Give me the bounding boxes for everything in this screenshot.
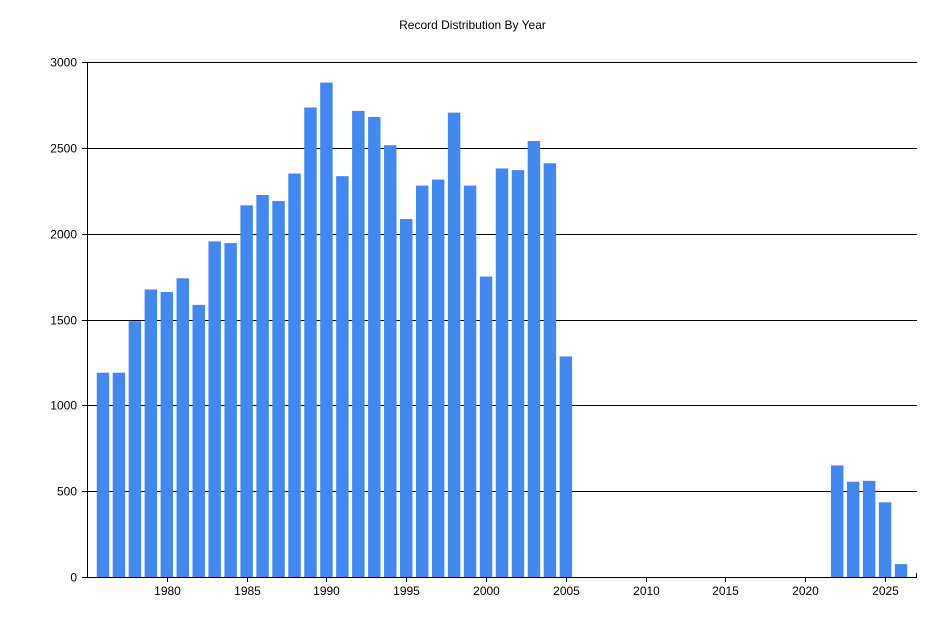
bar-1977: [112, 372, 126, 577]
bar-2022: [830, 465, 844, 577]
bar-1994: [384, 145, 397, 577]
y-tick-label: 3000: [50, 56, 77, 70]
y-tick-label: 0: [70, 571, 77, 585]
bar-2023: [846, 481, 860, 577]
tick-labels: 0 500 1000 1500 2000 2500 3000 1980 1985 1990 1995…: [50, 56, 899, 599]
x-tick-label: 2005: [553, 584, 580, 598]
x-tick-label: 2015: [712, 584, 739, 598]
bar-1992: [352, 110, 365, 578]
bar-1997: [431, 179, 445, 577]
bars: [96, 82, 908, 578]
x-tick-label: 2025: [872, 584, 899, 598]
bar-2026: [894, 564, 908, 578]
bar-2002: [511, 170, 525, 577]
axes: [82, 62, 917, 582]
x-tick-label: 1985: [234, 584, 261, 598]
y-tick-label: 1000: [50, 399, 77, 413]
bar-1995: [400, 219, 413, 577]
bar-1986: [256, 195, 269, 578]
x-tick-label: 1980: [154, 584, 181, 598]
bar-1989: [304, 107, 317, 578]
bar-1990: [320, 82, 333, 577]
bar-1993: [368, 116, 381, 578]
bar-1987: [272, 201, 285, 578]
x-tick-label: 1990: [313, 584, 340, 598]
bar-1988: [288, 173, 301, 577]
bar-2005: [559, 356, 573, 577]
bar-1998: [447, 112, 461, 577]
x-tick-label: 2000: [473, 584, 500, 598]
bar-1999: [463, 185, 477, 577]
bar-1984: [224, 243, 237, 578]
bar-1985: [240, 205, 253, 577]
x-tick-label: 2020: [792, 584, 819, 598]
bar-1980: [160, 292, 174, 577]
bar-2025: [878, 502, 892, 577]
bar-1983: [208, 241, 221, 577]
y-tick-label: 500: [57, 485, 77, 499]
bar-1996: [415, 185, 429, 577]
bar-2003: [527, 140, 541, 577]
bar-2004: [543, 163, 557, 577]
bar-2000: [479, 276, 493, 577]
bar-2001: [495, 168, 509, 577]
x-tick-label: 1995: [393, 584, 420, 598]
y-tick-label: 1500: [50, 314, 77, 328]
bar-2024: [862, 480, 876, 577]
x-tick-label: 2010: [633, 584, 660, 598]
bar-1978: [128, 321, 142, 577]
bar-1982: [192, 304, 205, 577]
y-tick-label: 2500: [50, 142, 77, 156]
bar-1991: [336, 176, 349, 577]
y-tick-label: 2000: [50, 228, 77, 242]
bar-1976: [96, 372, 110, 577]
bar-1979: [144, 289, 158, 577]
chart-title: Record Distribution By Year: [399, 18, 546, 32]
bar-1981: [176, 278, 189, 577]
